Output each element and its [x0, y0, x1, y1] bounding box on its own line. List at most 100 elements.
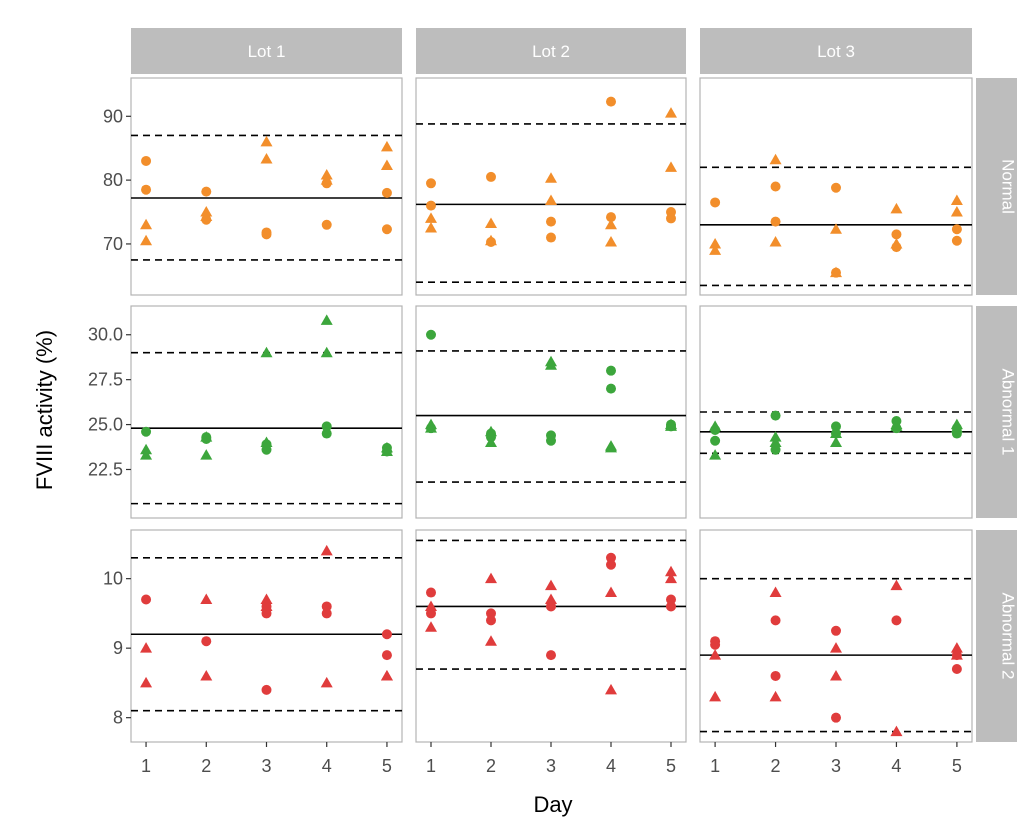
data-point-triangle [485, 234, 497, 246]
data-point-triangle [545, 359, 557, 370]
data-point-circle [831, 421, 841, 432]
x-tick-label: 4 [606, 756, 616, 776]
data-point-circle [710, 435, 721, 446]
y-tick-label: 80 [103, 170, 123, 190]
data-point-triangle [950, 206, 963, 217]
x-tick-label: 5 [382, 756, 392, 776]
data-point-circle [546, 216, 556, 227]
data-point-triangle [200, 669, 213, 681]
data-point-circle [261, 684, 272, 695]
data-point-triangle [200, 210, 213, 221]
data-point-triangle [260, 346, 273, 358]
data-point-triangle [950, 642, 963, 653]
panel-frame [130, 77, 403, 296]
y-tick-label: 25.0 [88, 415, 123, 435]
data-point-circle [831, 625, 841, 636]
panel-frame [415, 529, 687, 743]
y-tick-label: 30.0 [88, 325, 123, 345]
data-point-circle [201, 186, 212, 197]
strip-lot-2 [416, 28, 686, 74]
data-point-circle [201, 636, 212, 647]
data-point-circle [321, 601, 332, 612]
data-point-triangle [425, 212, 437, 223]
data-point-triangle [605, 683, 617, 695]
data-point-circle [666, 601, 676, 612]
x-tick-label: 1 [710, 756, 720, 776]
strip-normal [976, 78, 1017, 295]
data-point-circle [321, 421, 332, 432]
data-point-circle [710, 197, 721, 208]
data-point-circle [321, 608, 332, 619]
data-point-triangle [320, 174, 333, 185]
panel-abnormal-1-lot-1 [130, 305, 403, 519]
strip-lot-1 [131, 28, 402, 74]
strip-label-lot-3: Lot 3 [817, 42, 855, 61]
x-tick-label: 3 [261, 756, 271, 776]
strip-abnormal-1 [976, 306, 1017, 518]
data-point-circle [770, 216, 781, 227]
data-point-triangle [380, 669, 393, 681]
data-point-triangle [605, 218, 617, 230]
data-point-triangle [485, 217, 497, 229]
data-point-circle [606, 212, 616, 223]
data-point-triangle [425, 221, 437, 233]
data-point-triangle [140, 449, 153, 460]
data-point-circle [141, 426, 152, 437]
data-point-circle [831, 182, 841, 193]
data-point-triangle [890, 420, 903, 431]
y-tick-label: 27.5 [88, 370, 123, 390]
data-point-triangle [709, 690, 722, 702]
data-point-triangle [425, 600, 437, 611]
data-point-triangle [140, 676, 153, 688]
data-point-circle [951, 664, 962, 675]
data-point-triangle [140, 234, 153, 246]
data-point-triangle [545, 194, 557, 206]
data-point-circle [426, 587, 436, 598]
x-axis-title: Day [533, 792, 572, 817]
data-point-triangle [890, 202, 903, 214]
data-point-triangle [545, 593, 557, 605]
panel-normal-lot-2 [415, 77, 687, 296]
data-point-triangle [545, 172, 557, 183]
data-point-circle [770, 670, 781, 681]
data-point-triangle [950, 649, 963, 660]
data-point-circle [426, 200, 436, 211]
data-point-triangle [709, 244, 722, 255]
data-point-triangle [260, 593, 273, 605]
panel-abnormal-2-lot-1 [130, 529, 403, 743]
data-point-triangle [769, 153, 782, 165]
data-point-triangle [605, 236, 617, 247]
data-point-triangle [545, 579, 557, 591]
data-point-triangle [200, 431, 213, 442]
data-point-triangle [140, 218, 153, 230]
strip-label-abnormal-1: Abnormal 1 [999, 369, 1017, 456]
data-point-circle [546, 232, 556, 243]
y-tick-label: 10 [103, 569, 123, 589]
data-point-triangle [830, 642, 842, 653]
strip-lot-3 [700, 28, 972, 74]
data-point-circle [381, 650, 392, 661]
data-point-triangle [769, 236, 782, 247]
x-tick-label: 3 [546, 756, 556, 776]
data-point-triangle [709, 449, 722, 460]
data-point-circle [770, 410, 781, 421]
data-point-circle [831, 712, 841, 723]
data-point-circle [606, 552, 616, 563]
strip-label-normal: Normal [999, 159, 1017, 214]
data-point-triangle [769, 690, 782, 702]
data-point-circle [546, 435, 556, 446]
data-point-triangle [709, 420, 722, 431]
panel-abnormal-1-lot-2 [415, 305, 687, 519]
data-point-circle [321, 428, 332, 439]
data-point-circle [261, 444, 272, 455]
data-point-triangle [605, 441, 617, 453]
data-point-triangle [380, 140, 393, 152]
data-point-circle [261, 227, 272, 238]
data-point-circle [381, 224, 392, 235]
data-point-circle [141, 594, 152, 605]
data-point-circle [891, 615, 902, 626]
data-point-circle [666, 213, 676, 224]
data-point-circle [426, 178, 436, 189]
chart-panels: Lot 1 Lot 2 Lot 3 Normal Abnormal 1 Abnormal … [88, 28, 1017, 776]
